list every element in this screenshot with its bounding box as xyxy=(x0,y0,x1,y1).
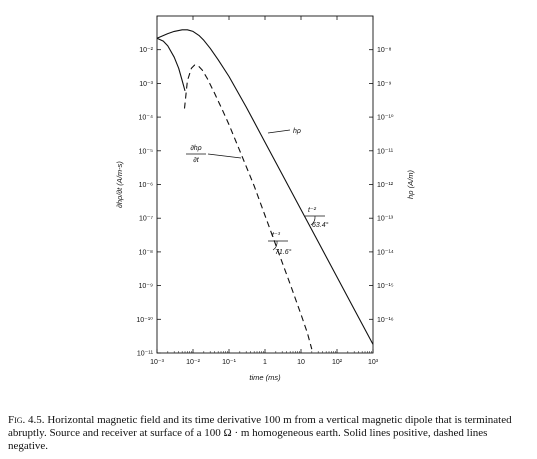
dhdt-label-num: ∂hρ xyxy=(190,145,201,152)
dhdt-label-den: ∂t xyxy=(193,157,199,164)
x-tick-label: 10³ xyxy=(368,359,379,366)
plot-axes: 10⁻³ 10⁻² 10⁻¹ 1 10 10² 10³ 10⁻² 10⁻³ 10⁻⁴ 10⁻⁵ 10⁻… xyxy=(115,15,415,382)
y-left-tick-label: 10⁻⁶ xyxy=(139,182,153,189)
caption-label: Fig. 4.5. xyxy=(8,414,45,426)
y-left-tick-label: 10⁻¹⁰ xyxy=(136,316,153,324)
y-right-tick-label: 10⁻⁸ xyxy=(377,47,391,54)
dhdt-leader xyxy=(207,153,242,159)
slope1-arc xyxy=(310,215,316,226)
series-dhdt-dashed xyxy=(183,64,313,350)
y-right-tick-label: 10⁻⁹ xyxy=(377,81,391,88)
y-left-tick-label: 10⁻⁵ xyxy=(139,148,153,155)
series-h-rho xyxy=(156,29,374,345)
y-left-tick-label: 10⁻³ xyxy=(139,81,153,88)
y-left-tick-label: 10⁻² xyxy=(139,47,153,54)
x-tick-label: 10⁻¹ xyxy=(222,359,236,366)
y-right-tick-label: 10⁻¹⁵ xyxy=(377,283,394,290)
slope1-angle: 63.4° xyxy=(312,221,329,229)
y-right-tick-label: 10⁻¹³ xyxy=(377,216,394,223)
x-tick-label: 1 xyxy=(263,359,267,366)
figure-caption: Fig. 4.5. Horizontal magnetic field and … xyxy=(8,414,529,453)
y-right-tick-label: 10⁻¹⁶ xyxy=(377,317,394,324)
y-right-tick-label: 10⁻¹⁴ xyxy=(377,249,394,256)
y-left-tick-label: 10⁻⁷ xyxy=(139,216,153,223)
slope2-angle: 71.6° xyxy=(275,248,292,256)
y-right-tick-label: 10⁻¹⁰ xyxy=(377,114,394,122)
y-left-tick-label: 10⁻¹¹ xyxy=(137,351,154,358)
x-tick-label: 10 xyxy=(297,359,305,366)
slope2-power: t⁻³ xyxy=(272,232,281,239)
h-rho-leader xyxy=(267,129,291,134)
x-tick-label: 10⁻² xyxy=(186,359,200,366)
x-tick-label: 10² xyxy=(332,359,343,366)
plot-frame xyxy=(156,15,374,354)
y-left-axis-title: ∂hρ/∂t (A/m-s) xyxy=(115,161,124,208)
y-right-axis-title: hρ (A/m) xyxy=(406,170,415,199)
y-left-tick-label: 10⁻⁴ xyxy=(139,115,154,122)
plot-annotations: hρ ∂hρ ∂t t⁻² 63.4° t⁻³ 71.6° xyxy=(186,128,329,256)
x-tick-label: 10⁻³ xyxy=(150,359,164,366)
y-left-tick-label: 10⁻⁸ xyxy=(139,249,153,256)
h-rho-label: hρ xyxy=(293,128,301,135)
y-right-tick-label: 10⁻¹² xyxy=(377,182,394,189)
x-axis-title: time (ms) xyxy=(249,373,281,382)
series-dhdt-solid xyxy=(156,37,186,92)
slope1-power: t⁻² xyxy=(308,207,317,214)
caption-text: Horizontal magnetic field and its time d… xyxy=(8,414,512,452)
y-right-tick-label: 10⁻¹¹ xyxy=(377,148,394,155)
y-left-tick-label: 10⁻⁹ xyxy=(139,283,153,290)
figure-chart: 10⁻³ 10⁻² 10⁻¹ 1 10 10² 10³ 10⁻² 10⁻³ 10⁻⁴ 10⁻⁵ 10⁻… xyxy=(115,15,415,382)
plot-series xyxy=(156,29,374,350)
slope2-arc xyxy=(272,240,278,251)
